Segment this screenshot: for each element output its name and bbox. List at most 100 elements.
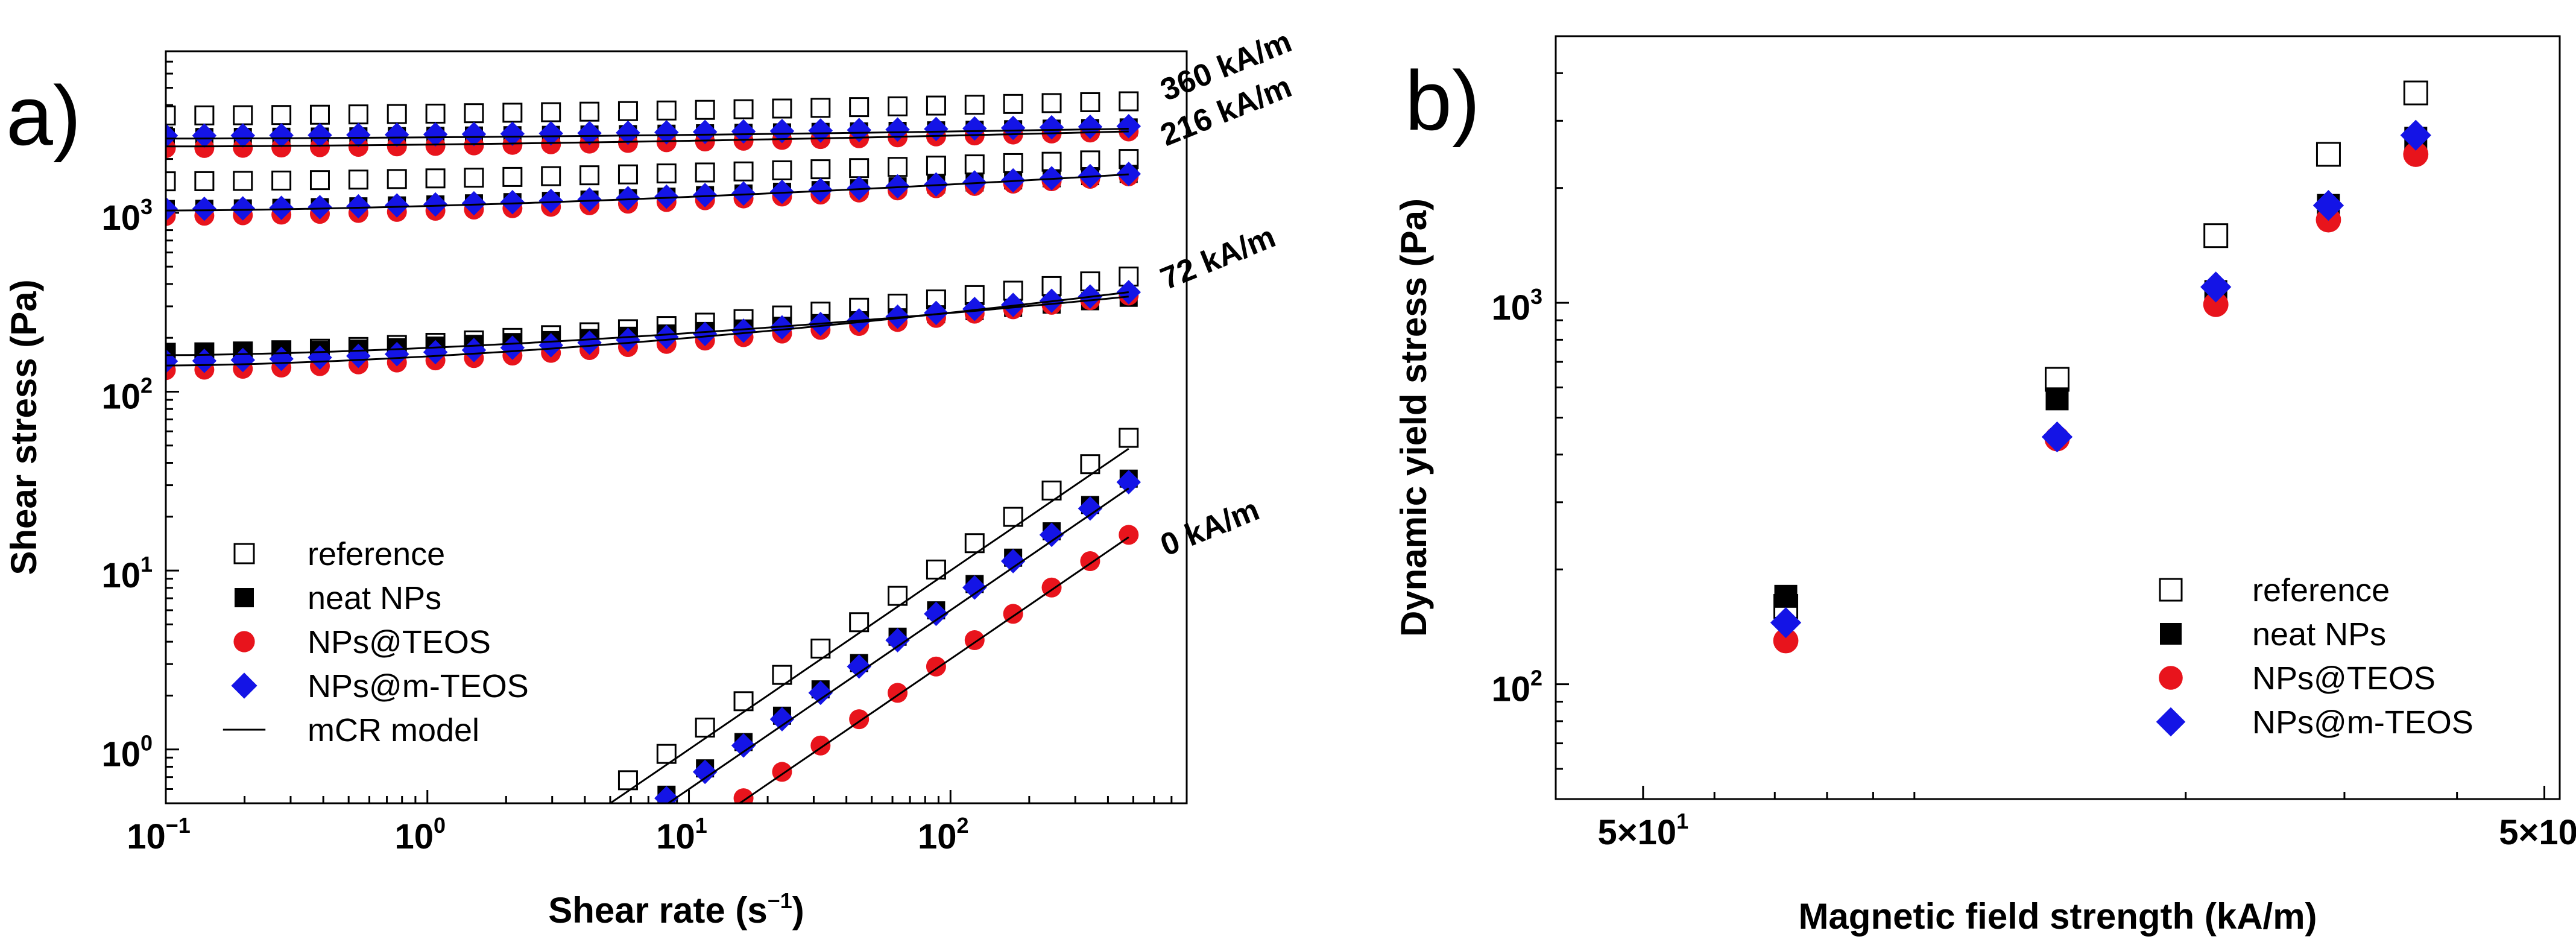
data-point: [271, 137, 292, 158]
data-point: [1080, 92, 1100, 112]
data-point: [810, 98, 831, 118]
data-point: [384, 122, 409, 147]
data-point: [849, 158, 870, 179]
data-point: [772, 160, 792, 180]
y-tick-label: 102: [1491, 666, 1542, 709]
data-point: [1774, 584, 1798, 608]
data-point: [541, 166, 561, 186]
legend-label: reference: [308, 536, 445, 572]
data-point: [733, 161, 754, 182]
data-point: [2203, 291, 2229, 317]
data-point: [924, 601, 949, 627]
model-line: [166, 128, 1129, 140]
legend-marker: [2159, 666, 2183, 690]
x-tick-label-mantissa: 5×10: [1598, 813, 1677, 852]
data-point: [192, 123, 217, 148]
data-point: [964, 95, 985, 115]
data-point: [194, 171, 215, 191]
x-tick-label-mantissa: 10: [918, 817, 957, 856]
model-line: [166, 130, 1129, 148]
data-point: [2403, 142, 2429, 167]
data-point: [166, 197, 178, 221]
x-tick-label-mantissa: 10: [656, 817, 695, 856]
data-point: [577, 187, 602, 212]
data-point: [2045, 387, 2069, 411]
data-point: [500, 189, 525, 215]
data-point: [464, 168, 484, 188]
legend-label: NPs@TEOS: [308, 624, 491, 660]
data-point: [464, 103, 484, 124]
data-point: [731, 181, 756, 206]
legend-marker: [233, 543, 255, 564]
data-point: [2203, 223, 2229, 248]
data-point: [2200, 271, 2232, 303]
panel-b-legend: reference neat NPs NPs@TEOS NPs@m-TEOS: [2156, 572, 2473, 741]
x-tick-label-mantissa: 10: [394, 817, 434, 856]
x-tick-label: 102: [918, 813, 969, 856]
data-point: [461, 338, 487, 362]
data-point: [888, 157, 908, 177]
data-point: [1041, 93, 1062, 113]
y-tick-label-exponent: 3: [140, 194, 153, 219]
legend-marker: [2159, 578, 2183, 602]
data-point: [269, 195, 294, 220]
data-point: [1119, 91, 1139, 112]
data-point: [885, 117, 910, 142]
data-point: [888, 96, 908, 116]
data-point: [2312, 189, 2344, 221]
data-point: [810, 159, 831, 180]
data-point: [579, 101, 600, 122]
data-point: [577, 330, 602, 355]
model-line: [666, 487, 1129, 803]
data-point: [425, 168, 446, 189]
data-point: [384, 193, 409, 218]
data-point: [192, 196, 217, 221]
data-point: [731, 733, 756, 758]
data-point: [423, 192, 448, 217]
data-point: [616, 120, 640, 145]
model-line: [166, 173, 1129, 212]
data-point: [2403, 80, 2428, 106]
y-tick-label-exponent: 2: [140, 373, 153, 397]
data-point: [309, 170, 330, 191]
data-point: [387, 104, 407, 124]
field-annotation: 0 kA/m: [1156, 492, 1264, 563]
data-point: [695, 100, 715, 120]
legend-marker: [2160, 623, 2182, 645]
model-line: [166, 291, 1129, 367]
data-point: [346, 122, 371, 147]
data-point: [962, 575, 987, 600]
data-point: [233, 105, 253, 125]
data-point: [769, 118, 795, 144]
data-point: [348, 104, 368, 125]
data-point: [194, 137, 215, 158]
data-point: [502, 166, 523, 187]
y-tick-label-mantissa: 10: [101, 556, 140, 595]
data-point: [346, 194, 371, 219]
data-point: [500, 335, 525, 360]
data-point: [166, 171, 176, 192]
y-tick-label-mantissa: 10: [101, 735, 140, 774]
data-point: [538, 121, 563, 146]
data-point: [654, 324, 679, 350]
y-tick-label-exponent: 0: [140, 731, 153, 756]
x-tick-label-exponent: 1: [1676, 809, 1688, 833]
data-point: [733, 99, 754, 119]
panel-a-legend: reference neat NPs NPs@TEOS NPs@m-TEOS mCR m…: [223, 536, 529, 748]
data-point: [654, 120, 679, 145]
data-point: [731, 318, 756, 343]
data-point: [692, 321, 718, 346]
x-tick-label: 10−1: [127, 813, 191, 856]
data-point: [1039, 522, 1064, 548]
data-point: [271, 105, 292, 125]
data-point: [1078, 496, 1103, 521]
data-point: [616, 186, 640, 210]
x-axis-label-part: Shear rate (s: [548, 890, 768, 931]
data-point: [654, 786, 679, 803]
panel-label: b): [1405, 53, 1480, 148]
data-point: [577, 121, 602, 145]
x-tick-label: 5×102: [2499, 809, 2576, 852]
data-point: [656, 163, 677, 184]
